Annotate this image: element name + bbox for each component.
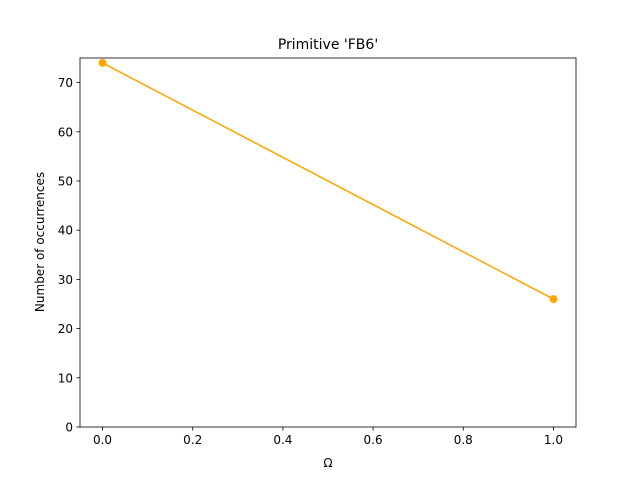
x-tick-label: 0.6 — [364, 433, 383, 447]
data-point-0-1 — [549, 295, 558, 304]
y-tick-label: 30 — [58, 273, 73, 287]
y-tick-label: 70 — [58, 76, 73, 90]
y-tick-label: 10 — [58, 371, 73, 385]
x-tick-label: 0.8 — [454, 433, 473, 447]
y-tick-label: 50 — [58, 175, 73, 189]
x-tick-label: 1.0 — [544, 433, 563, 447]
series-line-0 — [102, 62, 554, 300]
y-tick-label: 60 — [58, 125, 73, 139]
y-axis: 0 10 20 30 40 50 60 70 — [58, 76, 80, 435]
x-tick-label: 0.4 — [273, 433, 292, 447]
data-point-0-0 — [98, 58, 107, 67]
y-tick-label: 20 — [58, 322, 73, 336]
x-tick-label: 0.2 — [183, 433, 202, 447]
x-axis-label: Ω — [323, 456, 332, 470]
plot-area — [79, 57, 577, 428]
chart-title: Primitive 'FB6' — [278, 37, 378, 53]
x-tick-label: 0.0 — [93, 433, 112, 447]
y-tick-label: 40 — [58, 224, 73, 238]
axes-frame — [79, 57, 577, 428]
y-tick-label: 0 — [65, 421, 73, 435]
y-axis-label: Number of occurrences — [33, 172, 47, 312]
x-axis: 0.0 0.2 0.4 0.6 0.8 1.0 — [93, 427, 563, 447]
